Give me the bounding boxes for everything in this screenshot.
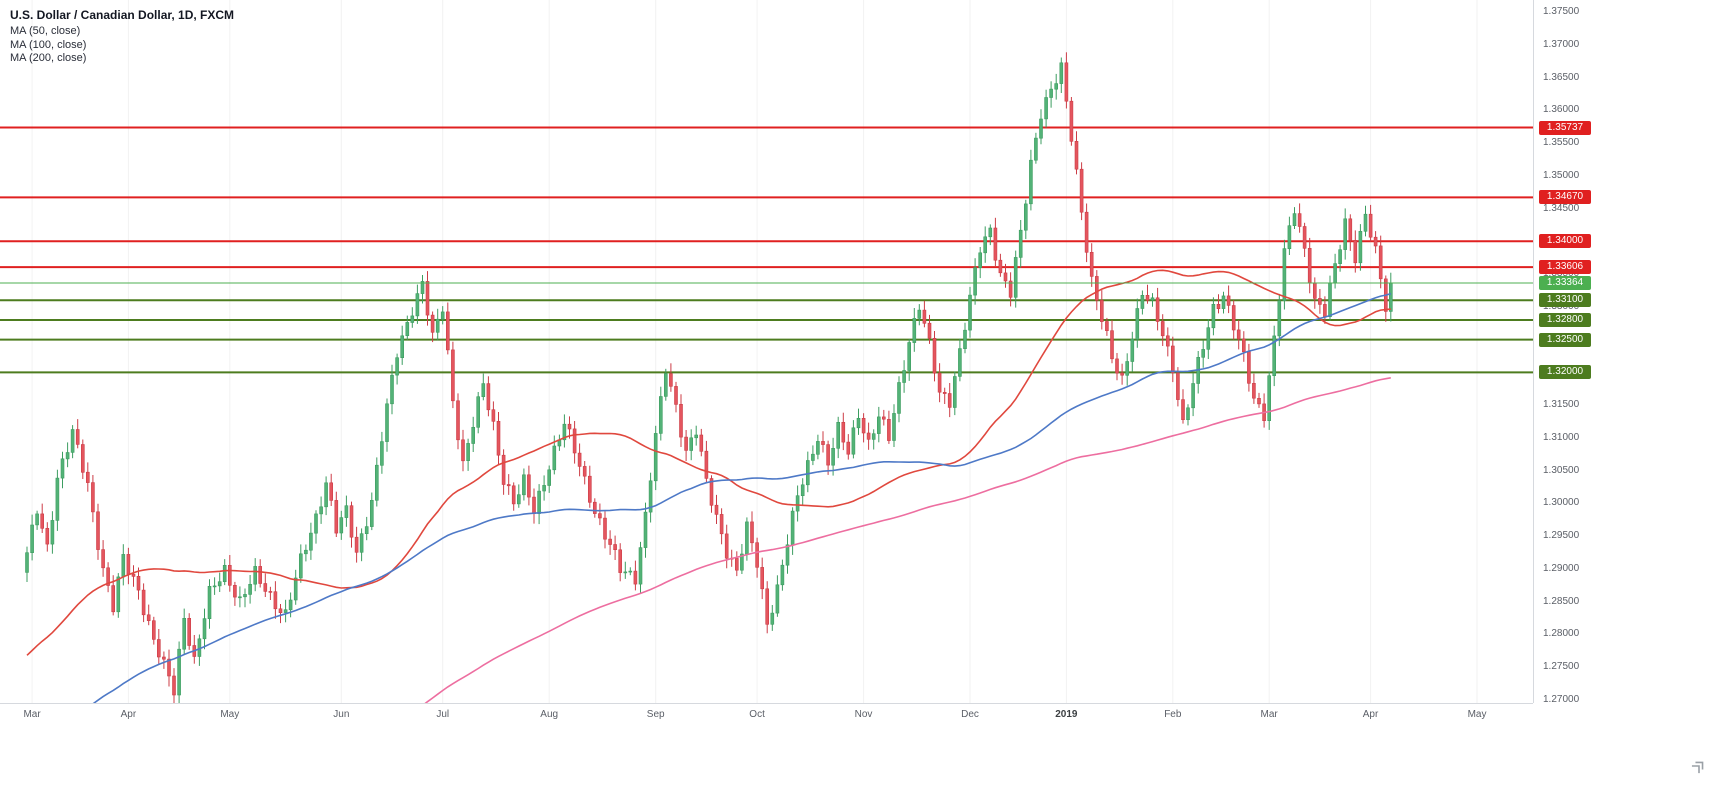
- price-level-label: 1.34000: [1539, 234, 1591, 249]
- price-level-label: 1.32800: [1539, 312, 1591, 327]
- price-tick-label: 1.29500: [1543, 530, 1580, 542]
- price-tick-label: 1.29000: [1543, 562, 1580, 574]
- price-level-label: 1.35737: [1539, 120, 1591, 135]
- price-tick-label: 1.27500: [1543, 661, 1580, 673]
- price-tick-label: 1.35000: [1543, 169, 1580, 181]
- price-level-label: 1.32000: [1539, 365, 1591, 380]
- time-tick-label: Apr: [120, 709, 137, 720]
- ma200-line: [424, 377, 1391, 703]
- time-tick-label: Aug: [540, 709, 559, 720]
- indicator-ma50[interactable]: MA (50, close): [10, 25, 81, 37]
- indicator-ma200[interactable]: MA (200, close): [10, 52, 87, 64]
- price-level-label: 1.34670: [1539, 190, 1591, 205]
- price-tick-label: 1.31500: [1543, 399, 1580, 411]
- price-level-label: 1.33606: [1539, 260, 1591, 275]
- price-chart-canvas[interactable]: [0, 0, 1533, 703]
- time-tick-label: Sep: [646, 709, 665, 720]
- time-tick-label: Mar: [1260, 709, 1278, 720]
- time-tick-label: Feb: [1164, 709, 1182, 720]
- price-tick-label: 1.31000: [1543, 431, 1580, 443]
- time-tick-label: Jul: [436, 709, 450, 720]
- price-tick-label: 1.30000: [1543, 497, 1580, 509]
- price-level-label: 1.32500: [1539, 332, 1591, 347]
- time-axis[interactable]: Mar Apr May Jun Jul Aug Sep Oct Nov Dec 2019 Feb Mar…: [0, 703, 1533, 785]
- time-tick-label: May: [1467, 709, 1487, 720]
- price-tick-label: 1.28000: [1543, 628, 1580, 640]
- ma50-line: [26, 269, 1391, 656]
- time-tick-label: Nov: [854, 709, 873, 720]
- candlestick-series: [25, 52, 1393, 703]
- price-tick-label: 1.27000: [1543, 694, 1580, 705]
- price-tick-label: 1.34500: [1543, 202, 1580, 214]
- price-tick-label: 1.28500: [1543, 595, 1580, 607]
- time-tick-label: Mar: [23, 709, 41, 720]
- time-tick-label: 2019: [1055, 709, 1078, 720]
- price-tick-label: 1.37500: [1543, 6, 1580, 17]
- moving-average-lines: [26, 269, 1392, 703]
- price-tick-label: 1.30500: [1543, 464, 1580, 476]
- price-tick-label: 1.35500: [1543, 137, 1580, 149]
- indicator-ma100[interactable]: MA (100, close): [10, 38, 87, 51]
- last-price-label: 1.33364: [1539, 276, 1591, 290]
- chart-legend: U.S. Dollar / Canadian Dollar, 1D, FXCM …: [10, 8, 234, 66]
- price-tick-label: 1.36500: [1543, 71, 1580, 83]
- time-tick-label: May: [220, 709, 240, 720]
- price-tick-label: 1.36000: [1543, 104, 1580, 116]
- fast-forward-icon[interactable]: [1690, 757, 1708, 775]
- time-tick-label: Oct: [749, 709, 765, 720]
- price-level-label: 1.33100: [1539, 293, 1591, 308]
- time-tick-label: Dec: [961, 709, 979, 720]
- price-tick-label: 1.37000: [1543, 38, 1580, 50]
- time-tick-label: Apr: [1362, 709, 1379, 720]
- price-axis[interactable]: 1.37500 1.37000 1.36500 1.36000 1.35500 1.350…: [1533, 0, 1716, 705]
- symbol-title[interactable]: U.S. Dollar / Canadian Dollar, 1D, FXCM: [10, 8, 235, 22]
- time-tick-label: Jun: [333, 709, 350, 720]
- grid-lines: [31, 0, 1478, 703]
- ma100-line: [92, 292, 1392, 703]
